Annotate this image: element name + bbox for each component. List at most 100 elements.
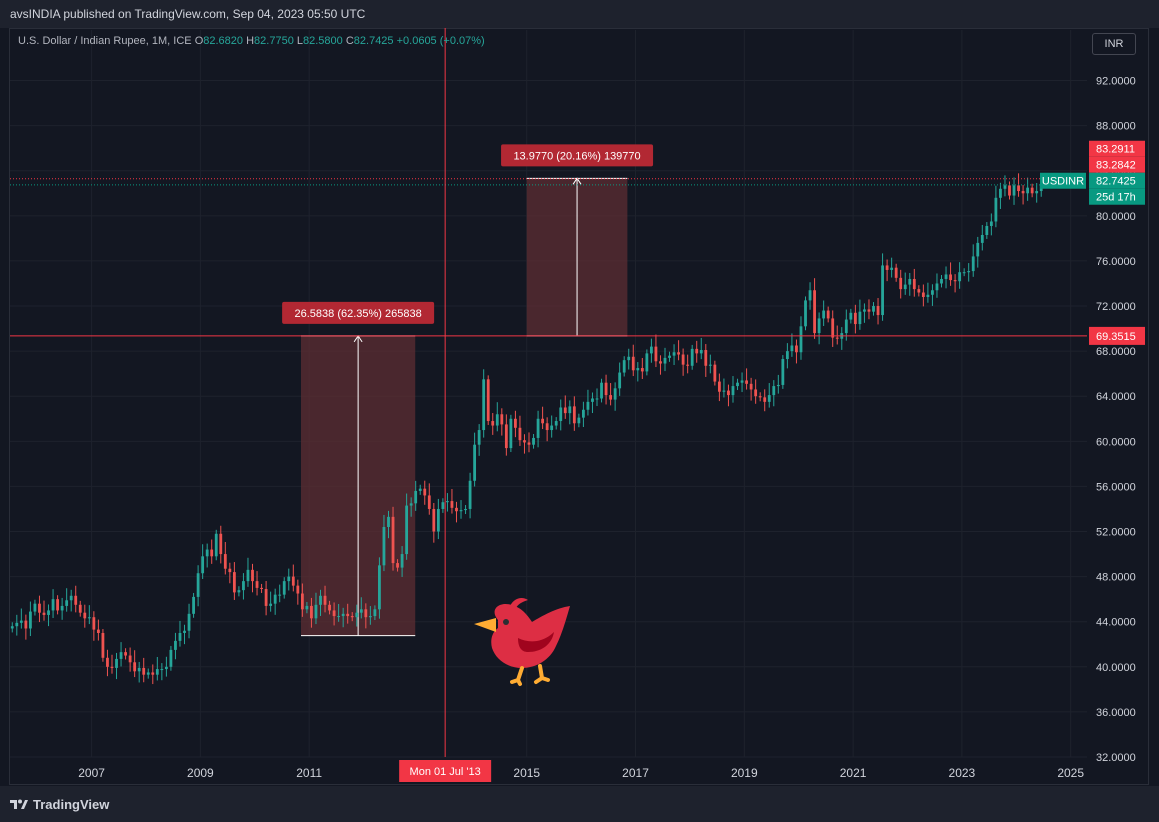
- candle-body: [971, 256, 975, 272]
- candle-body: [717, 381, 721, 392]
- close-label: C: [345, 35, 354, 47]
- symbol-tag-bg: [1040, 172, 1086, 189]
- low-label: L: [296, 35, 303, 47]
- candle-body: [65, 600, 69, 606]
- candle-body: [10, 626, 14, 629]
- price-label: 25d 17h: [1096, 192, 1136, 204]
- price-label-bg: [1089, 188, 1145, 205]
- candle-body: [214, 533, 218, 557]
- candle-body: [24, 620, 28, 629]
- candle-body: [282, 581, 286, 595]
- candle-body: [899, 277, 903, 290]
- candle-body: [527, 442, 531, 445]
- candle-body: [355, 612, 359, 618]
- candle-body: [128, 655, 132, 663]
- candle-body: [917, 289, 921, 293]
- candle-body: [482, 379, 486, 431]
- candle-body: [808, 290, 812, 301]
- candle-body: [949, 274, 952, 281]
- candle-body: [618, 372, 622, 389]
- candle-body: [310, 605, 313, 619]
- candle-body: [232, 572, 236, 593]
- measure-label: 26.5838 (62.35%) 265838: [295, 308, 422, 320]
- candle-body: [681, 354, 685, 365]
- candle-body: [962, 272, 966, 274]
- price-tick-label: 60.0000: [1096, 436, 1136, 448]
- footer-bar: TradingView: [0, 786, 1159, 822]
- candle-body: [509, 418, 513, 449]
- candle-body: [246, 569, 250, 582]
- candle-body: [908, 278, 912, 285]
- candle-body: [736, 382, 739, 387]
- candle-body: [237, 590, 241, 593]
- publish-bar: avsINDIA published on TradingView.com, S…: [0, 0, 1159, 28]
- candle-body: [341, 613, 345, 617]
- candle-body: [890, 267, 894, 270]
- candle-body: [645, 353, 649, 372]
- candle-body: [1035, 191, 1039, 194]
- candle-body: [976, 242, 980, 257]
- price-tick-label: 40.0000: [1096, 662, 1136, 674]
- candle-body: [473, 444, 477, 481]
- candle-body: [378, 565, 381, 610]
- time-tick-label: 2019: [731, 766, 758, 780]
- open-value: 82.6820: [203, 35, 244, 47]
- candle-body: [60, 605, 64, 611]
- candle-body: [885, 265, 889, 270]
- candle-body: [305, 605, 309, 610]
- candle-body: [1026, 187, 1030, 194]
- candle-body: [958, 272, 962, 282]
- candle-body: [414, 490, 418, 504]
- candle-body: [146, 672, 150, 675]
- candle-body: [51, 599, 55, 611]
- price-tick-label: 80.0000: [1096, 211, 1136, 223]
- candle-body: [455, 507, 458, 512]
- currency-button[interactable]: INR: [1092, 33, 1136, 55]
- candle-body: [822, 310, 826, 319]
- candle-body: [636, 368, 640, 371]
- candle-body: [119, 652, 123, 659]
- candle-body: [110, 666, 114, 668]
- candle-body: [332, 610, 336, 617]
- candle-body: [858, 311, 862, 325]
- candle-body: [346, 613, 350, 617]
- candle-body: [758, 396, 762, 398]
- candle-body: [953, 280, 957, 282]
- price-axis[interactable]: 92.000088.000084.000080.000076.000072.00…: [1089, 76, 1145, 764]
- candle-body: [19, 620, 23, 623]
- candle-body: [690, 348, 694, 366]
- candle-body: [427, 495, 431, 509]
- price-tick-label: 44.0000: [1096, 617, 1136, 629]
- candle-body: [228, 568, 232, 573]
- candle-body: [328, 604, 331, 611]
- candle-body: [337, 616, 341, 618]
- tradingview-brand[interactable]: TradingView: [10, 796, 109, 812]
- candle-body: [1012, 185, 1016, 196]
- candle-body: [672, 352, 676, 356]
- candle-body: [382, 527, 386, 566]
- candle-body: [781, 359, 785, 385]
- candle-body: [831, 318, 835, 338]
- candle-body: [87, 617, 91, 619]
- candle-body: [495, 414, 499, 426]
- candle-body: [659, 361, 662, 364]
- close-value: 82.7425: [353, 35, 394, 47]
- measure-label-bg: [282, 301, 435, 324]
- candle-body: [559, 407, 563, 422]
- candle-body: [1003, 185, 1007, 189]
- candle-body: [967, 271, 971, 273]
- candle-body: [563, 407, 567, 414]
- candle-body: [269, 603, 273, 606]
- candle-body: [795, 345, 798, 353]
- candle-body: [994, 197, 998, 222]
- change-value: +0.0605 (+0.07%): [396, 35, 485, 47]
- crosshair-date-label: Mon 01 Jul '13: [410, 766, 481, 778]
- candle-body: [686, 364, 690, 366]
- candle-body: [568, 406, 572, 414]
- candle-body: [699, 350, 703, 354]
- candle-body: [242, 581, 245, 591]
- candle-body: [577, 417, 581, 424]
- time-axis[interactable]: 2007 2009 2011 2015 2017 2019 2021 2023 2025: [78, 766, 1084, 780]
- tradingview-logo-icon: [10, 799, 28, 809]
